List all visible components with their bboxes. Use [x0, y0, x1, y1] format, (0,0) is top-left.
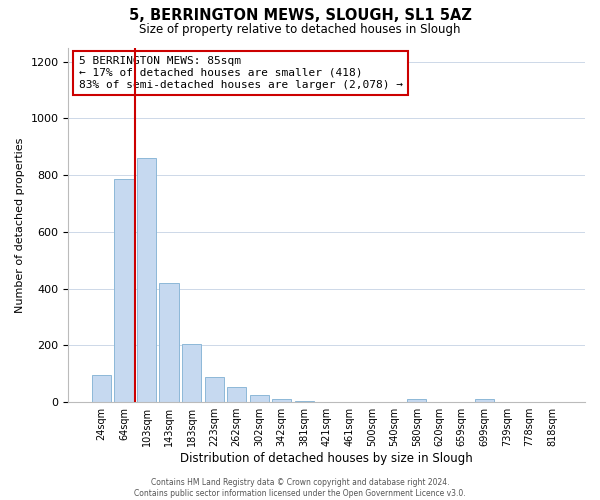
Bar: [250, 395, 269, 402]
Bar: [272, 400, 291, 402]
X-axis label: Distribution of detached houses by size in Slough: Distribution of detached houses by size …: [181, 452, 473, 465]
Text: 5, BERRINGTON MEWS, SLOUGH, SL1 5AZ: 5, BERRINGTON MEWS, SLOUGH, SL1 5AZ: [128, 8, 472, 22]
Bar: [227, 386, 246, 402]
Text: Size of property relative to detached houses in Slough: Size of property relative to detached ho…: [139, 22, 461, 36]
Bar: [407, 399, 427, 402]
Bar: [182, 344, 201, 402]
Bar: [137, 158, 156, 402]
Bar: [160, 283, 179, 402]
Bar: [115, 180, 134, 402]
Bar: [475, 399, 494, 402]
Bar: [92, 376, 111, 402]
Text: 5 BERRINGTON MEWS: 85sqm
← 17% of detached houses are smaller (418)
83% of semi-: 5 BERRINGTON MEWS: 85sqm ← 17% of detach…: [79, 56, 403, 90]
Y-axis label: Number of detached properties: Number of detached properties: [15, 137, 25, 312]
Bar: [205, 376, 224, 402]
Bar: [295, 401, 314, 402]
Text: Contains HM Land Registry data © Crown copyright and database right 2024.
Contai: Contains HM Land Registry data © Crown c…: [134, 478, 466, 498]
